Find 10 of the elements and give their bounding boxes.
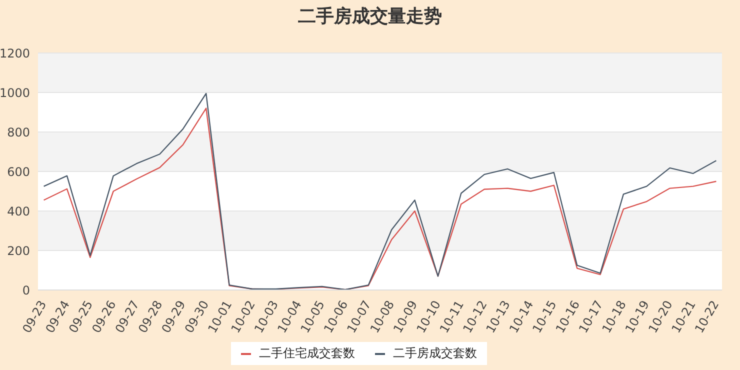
y-tick-label: 0: [22, 283, 30, 298]
y-tick-label: 1000: [0, 86, 30, 100]
y-tick-label: 200: [7, 244, 30, 258]
y-tick-label: 800: [7, 125, 30, 140]
y-tick-label: 400: [7, 204, 30, 218]
y-tick-label: 1200: [0, 46, 30, 60]
chart-title: 二手房成交量走势: [297, 5, 443, 28]
legend-label: 二手住宅成交套数: [258, 345, 355, 362]
y-tick-label: 600: [7, 164, 30, 179]
legend-label: 二手房成交套数: [392, 345, 477, 362]
